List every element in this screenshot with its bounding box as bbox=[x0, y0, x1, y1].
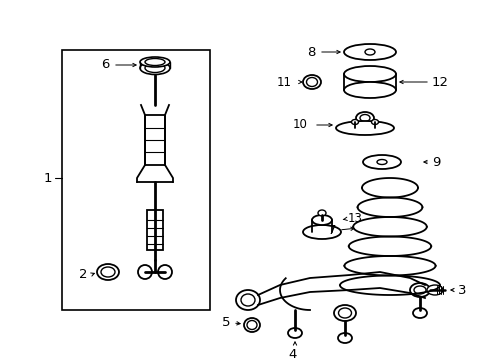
Bar bbox=[145, 115, 164, 165]
Text: 5: 5 bbox=[221, 316, 229, 329]
Ellipse shape bbox=[409, 283, 429, 297]
Text: 2: 2 bbox=[79, 269, 87, 282]
Bar bbox=[147, 210, 163, 250]
Ellipse shape bbox=[287, 328, 302, 338]
Ellipse shape bbox=[317, 210, 325, 216]
Ellipse shape bbox=[303, 75, 320, 89]
Ellipse shape bbox=[145, 58, 164, 66]
Ellipse shape bbox=[140, 62, 170, 75]
Bar bbox=[62, 50, 209, 310]
Ellipse shape bbox=[303, 225, 340, 239]
Text: 12: 12 bbox=[431, 76, 448, 89]
Text: 10: 10 bbox=[292, 118, 307, 131]
Text: 6: 6 bbox=[102, 58, 110, 72]
Ellipse shape bbox=[343, 44, 395, 60]
Text: 8: 8 bbox=[307, 45, 315, 58]
Ellipse shape bbox=[138, 265, 152, 279]
Ellipse shape bbox=[306, 77, 317, 86]
Text: 4: 4 bbox=[288, 348, 297, 360]
Ellipse shape bbox=[351, 120, 358, 125]
Ellipse shape bbox=[145, 63, 164, 72]
Ellipse shape bbox=[371, 120, 378, 125]
Text: 9: 9 bbox=[431, 156, 440, 168]
Ellipse shape bbox=[412, 308, 426, 318]
Ellipse shape bbox=[355, 112, 373, 124]
Ellipse shape bbox=[140, 57, 170, 67]
Ellipse shape bbox=[359, 114, 369, 122]
Ellipse shape bbox=[376, 159, 386, 165]
Text: 13: 13 bbox=[347, 211, 362, 225]
Ellipse shape bbox=[362, 155, 400, 169]
Ellipse shape bbox=[364, 49, 374, 55]
Ellipse shape bbox=[343, 82, 395, 98]
Text: 7: 7 bbox=[327, 224, 335, 237]
Ellipse shape bbox=[246, 320, 257, 329]
Text: 3: 3 bbox=[457, 284, 466, 297]
Ellipse shape bbox=[335, 121, 393, 135]
Ellipse shape bbox=[236, 290, 260, 310]
Ellipse shape bbox=[413, 286, 425, 294]
Ellipse shape bbox=[311, 215, 331, 225]
Ellipse shape bbox=[338, 308, 351, 318]
Ellipse shape bbox=[244, 318, 260, 332]
Ellipse shape bbox=[158, 265, 172, 279]
Text: 1: 1 bbox=[43, 171, 52, 184]
Ellipse shape bbox=[343, 66, 395, 82]
Ellipse shape bbox=[101, 267, 115, 277]
Ellipse shape bbox=[333, 305, 355, 321]
Ellipse shape bbox=[337, 333, 351, 343]
Ellipse shape bbox=[241, 294, 254, 306]
Ellipse shape bbox=[426, 285, 442, 295]
Ellipse shape bbox=[97, 264, 119, 280]
Text: 11: 11 bbox=[276, 76, 291, 89]
